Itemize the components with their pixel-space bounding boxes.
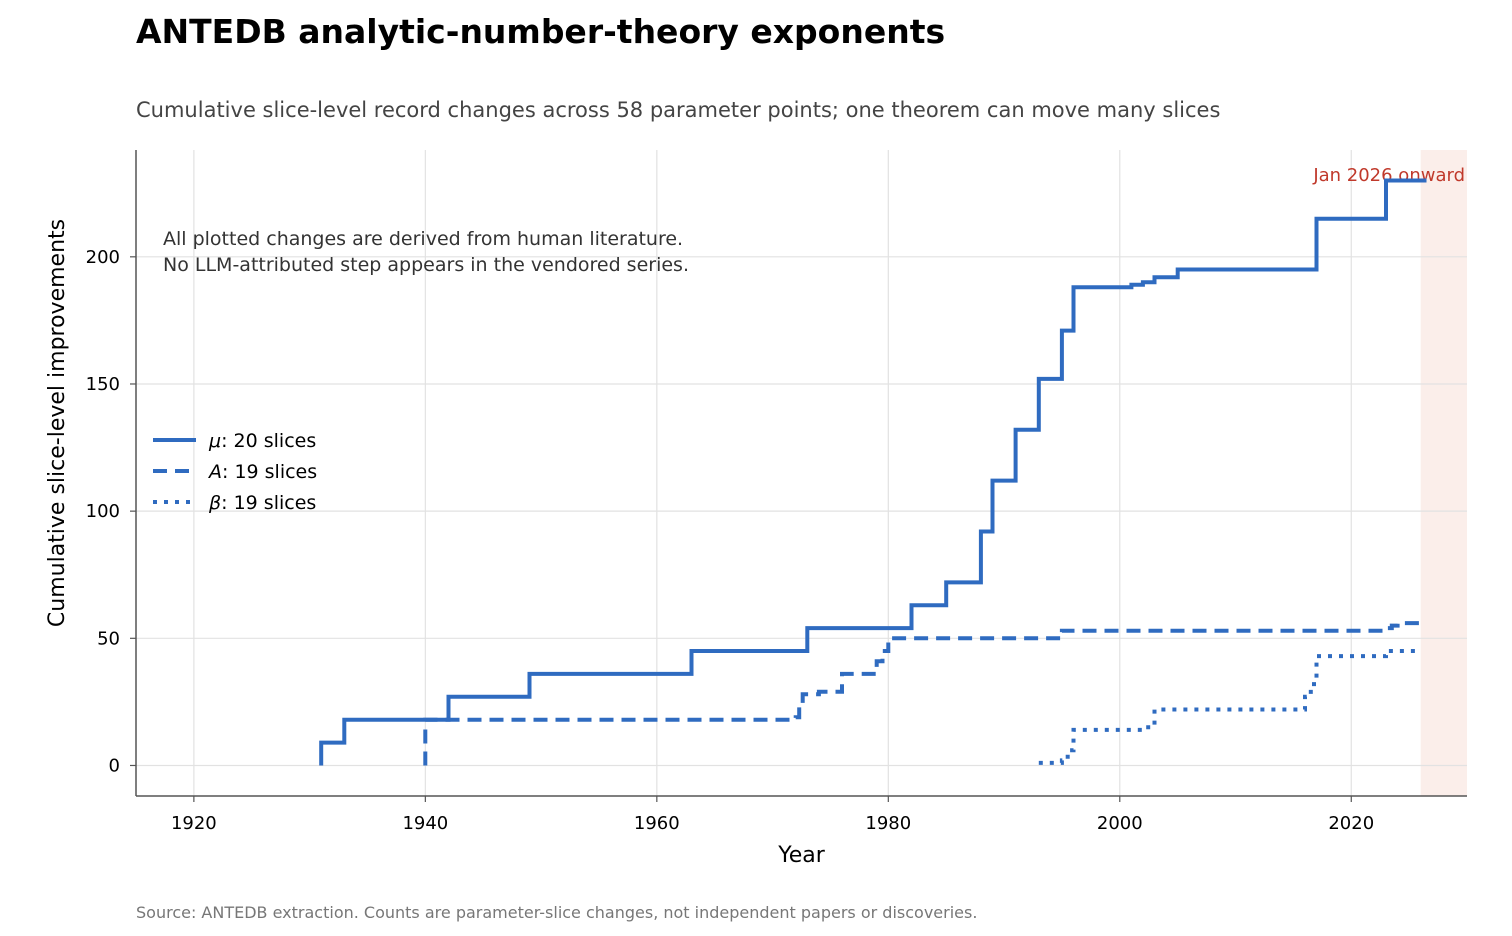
x-tick-label: 1960	[634, 813, 680, 834]
annotation-line: All plotted changes are derived from hum…	[163, 228, 683, 250]
x-axis-label: Year	[777, 843, 826, 868]
legend-label-3: β: 19 slices	[208, 492, 316, 514]
source-note: Source: ANTEDB extraction. Counts are pa…	[136, 903, 978, 922]
y-tick-label: 200	[86, 247, 120, 268]
x-tick-label: 1940	[402, 813, 448, 834]
x-tick-label: 1920	[171, 813, 217, 834]
x-tick-label: 1980	[865, 813, 911, 834]
annotation-line: No LLM-attributed step appears in the ve…	[163, 254, 689, 276]
x-tick-label: 2020	[1328, 813, 1374, 834]
highlight-region-label: Jan 2026 onward	[1312, 165, 1465, 186]
y-axis-label: Cumulative slice-level improvements	[45, 219, 70, 627]
step-chart: 1920 1940 1960 1980 2000 2020 0 50 100 150 200 Year…	[45, 150, 1467, 868]
chart-subtitle: Cumulative slice-level record changes ac…	[136, 98, 1221, 122]
series-line-1	[319, 178, 1427, 766]
y-tick-label: 150	[86, 374, 120, 395]
series-line-2	[423, 621, 1427, 766]
y-tick-label: 50	[97, 628, 120, 649]
legend-label-1: μ: 20 slices	[208, 430, 316, 452]
y-tick-label: 100	[86, 501, 120, 522]
x-tick-label: 2000	[1097, 813, 1143, 834]
highlight-region	[1420, 150, 1467, 796]
legend-label-2: A: 19 slices	[207, 461, 317, 483]
chart-title: ANTEDB analytic-number-theory exponents	[136, 12, 946, 51]
series-line-3	[1038, 649, 1421, 765]
y-tick-label: 0	[109, 755, 120, 776]
